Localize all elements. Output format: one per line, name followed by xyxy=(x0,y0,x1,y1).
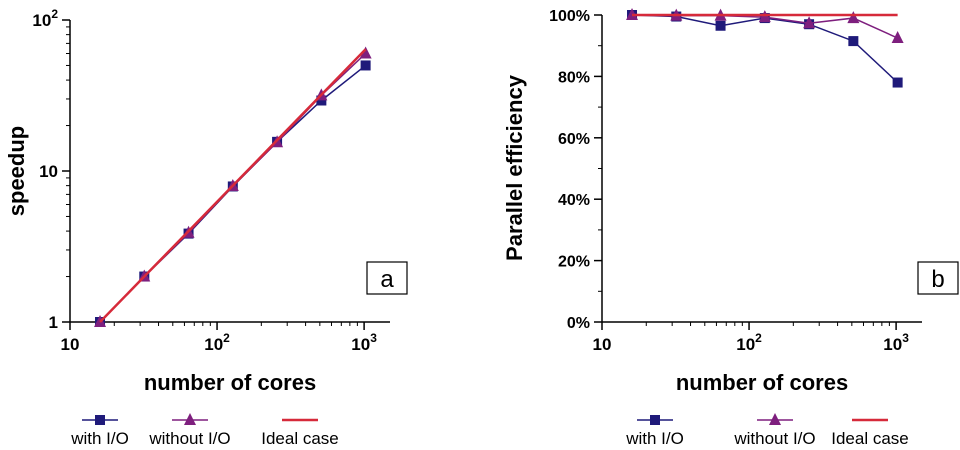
legend-item: Ideal case xyxy=(831,418,909,448)
y-tick-label: 10 xyxy=(39,162,58,181)
legend-label: with I/O xyxy=(625,429,684,448)
legend-label: without I/O xyxy=(148,429,230,448)
x-axis-title: number of cores xyxy=(144,370,316,395)
legend-item: with I/O xyxy=(70,415,129,448)
x-tick-label: 103 xyxy=(883,331,909,354)
data-point-triangle xyxy=(359,46,372,59)
data-point-triangle xyxy=(891,31,904,44)
y-tick-label: 40% xyxy=(558,192,590,209)
legend-label: with I/O xyxy=(70,429,129,448)
legend-marker-triangle xyxy=(184,413,196,425)
y-tick-label: 80% xyxy=(558,69,590,86)
y-axis-title: speedup xyxy=(4,126,29,216)
x-tick-label: 10 xyxy=(593,335,612,354)
panel-label: b xyxy=(931,266,944,293)
legend-item: without I/O xyxy=(733,413,816,448)
chart-panel-b: 10 102 103 0% 20% 40% 60% 80% 100% number of core… xyxy=(502,8,959,448)
x-tick-label: 102 xyxy=(736,331,762,354)
x-axis-title: number of cores xyxy=(676,370,848,395)
data-point-square xyxy=(715,20,726,31)
panel-label-box xyxy=(366,261,408,295)
panel-label-box xyxy=(917,261,959,295)
series-line-with-i-o xyxy=(631,14,899,84)
y-axis-title: Parallel efficiency xyxy=(502,74,527,261)
legend-marker-triangle xyxy=(769,413,781,425)
y-tick-label: 60% xyxy=(558,131,590,148)
data-point-square xyxy=(892,77,903,88)
y-tick-label: 0% xyxy=(567,315,590,332)
y-tick-label: 102 xyxy=(32,7,58,30)
legend-item: with I/O xyxy=(625,415,684,448)
y-tick-label: 1 xyxy=(49,313,58,332)
x-tick-label: 10 xyxy=(61,335,80,354)
legend-marker-square xyxy=(95,415,105,425)
legend-item: without I/O xyxy=(148,413,231,448)
data-point-triangle xyxy=(803,16,816,29)
legend-label: Ideal case xyxy=(831,429,909,448)
data-point-square xyxy=(360,60,371,71)
series-line-ideal-case xyxy=(99,48,367,323)
legend-label: without I/O xyxy=(733,429,815,448)
data-point-triangle xyxy=(847,11,860,24)
x-tick-label: 103 xyxy=(351,331,377,354)
panel-label: a xyxy=(380,266,394,293)
legend-item: Ideal case xyxy=(261,418,339,448)
y-tick-label: 20% xyxy=(558,254,590,271)
data-point-square xyxy=(316,95,327,106)
y-tick-label: 100% xyxy=(549,8,590,25)
legend-marker-square xyxy=(650,415,660,425)
legend-label: Ideal case xyxy=(261,429,339,448)
x-tick-label: 102 xyxy=(204,331,230,354)
data-point-square xyxy=(848,36,859,47)
